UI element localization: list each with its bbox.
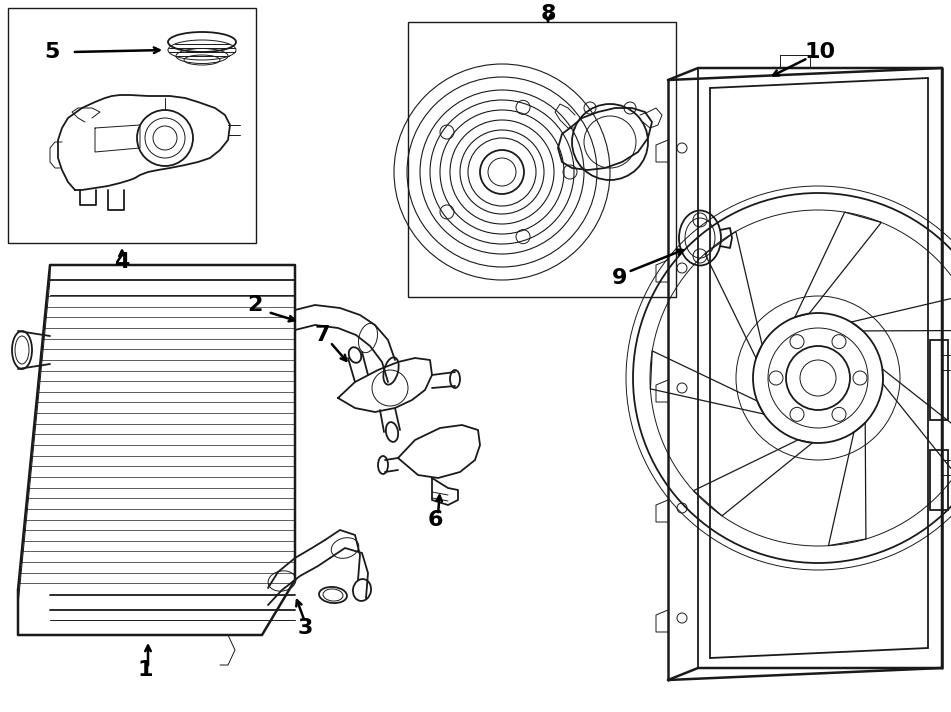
Text: 2: 2 [247,295,262,315]
Text: 9: 9 [612,268,628,288]
Bar [408,22,676,297]
Text: 1: 1 [137,660,153,680]
Bar [930,450,948,510]
Text: 4: 4 [114,252,129,272]
Text: 6: 6 [427,510,443,530]
Text: 7: 7 [314,325,330,345]
Text: 3: 3 [298,618,313,638]
Text: 8: 8 [540,4,555,24]
Text: 10: 10 [805,42,836,62]
Bar [8,8,256,243]
Bar [930,340,948,420]
Text: 5: 5 [45,42,60,62]
